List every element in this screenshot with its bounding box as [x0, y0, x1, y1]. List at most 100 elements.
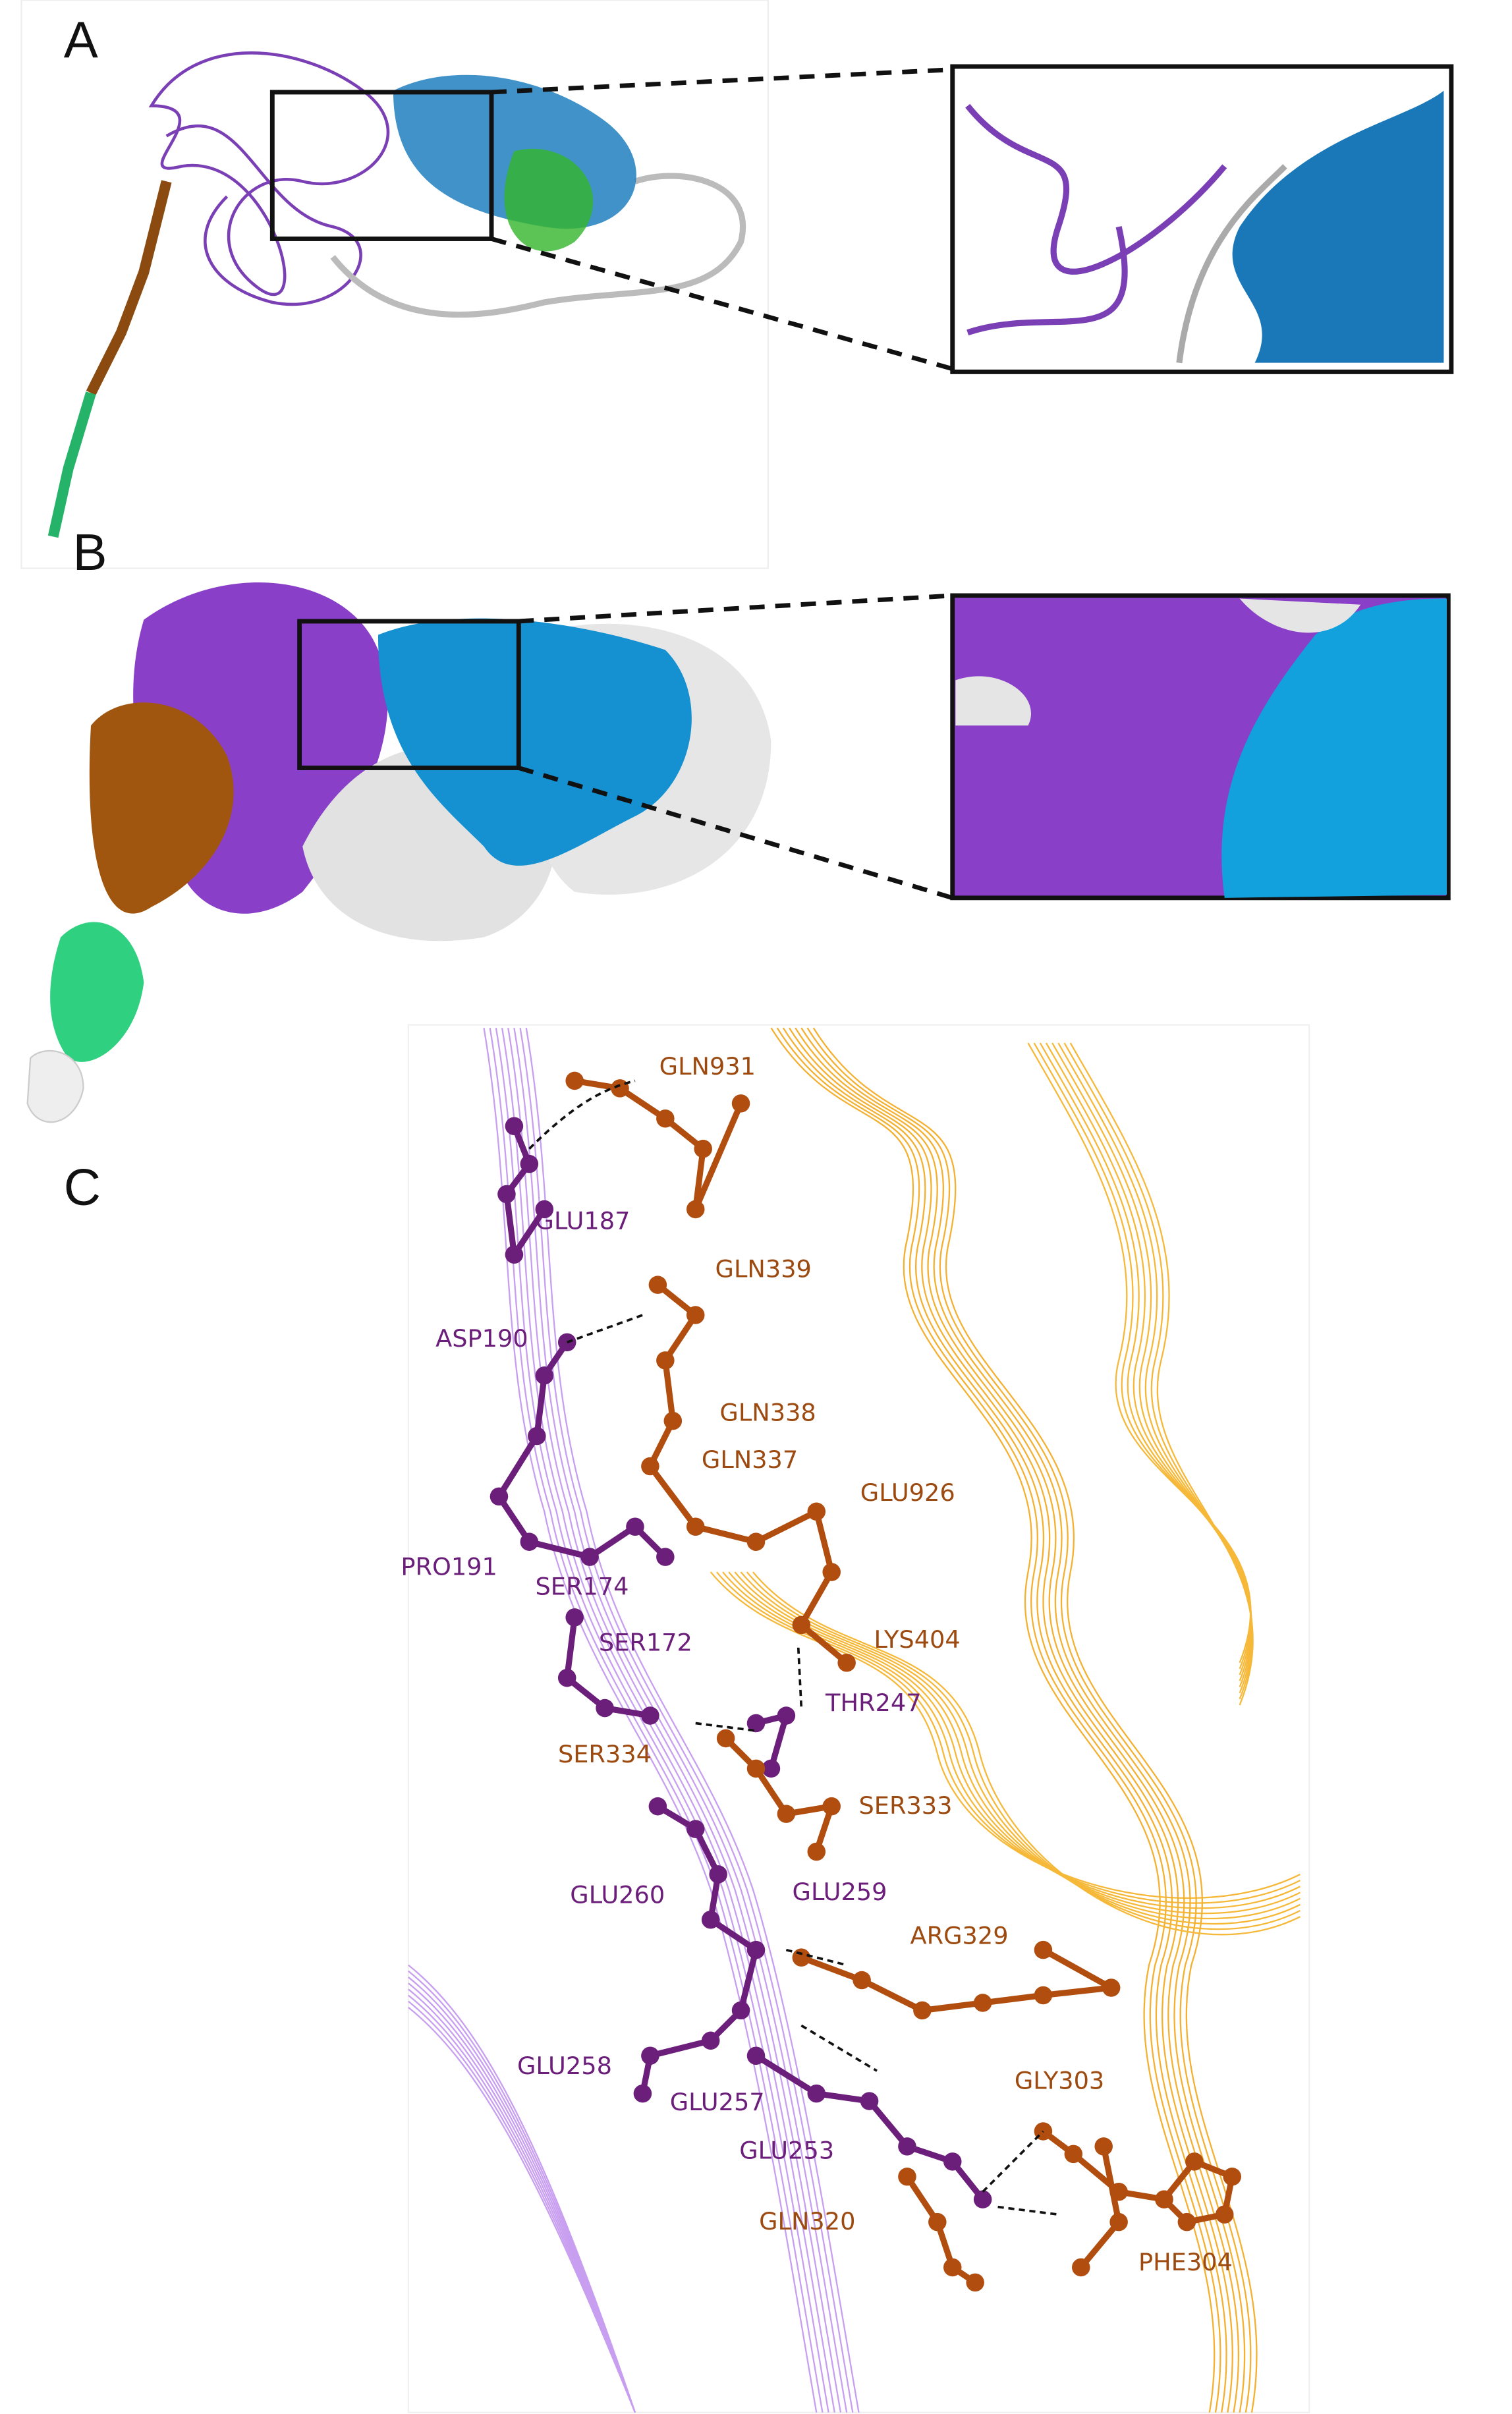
- atom: [641, 1457, 659, 1476]
- residue-label: ARG329: [910, 1921, 1009, 1950]
- residue-label: PRO191: [401, 1553, 497, 1581]
- atom: [1185, 2152, 1204, 2171]
- atom: [1094, 2137, 1113, 2156]
- ribbon-orange: [770, 1027, 1216, 2413]
- atom: [709, 1865, 727, 1884]
- surface-white: [26, 1050, 84, 1123]
- ribbon-orange: [776, 1027, 1221, 2413]
- atom: [1072, 2258, 1090, 2277]
- residue-label: GLN931: [659, 1052, 756, 1081]
- residue-label: GLU259: [793, 1878, 887, 1906]
- atom: [535, 1200, 554, 1219]
- atom: [656, 1109, 675, 1128]
- panel-c: C GLN931 GLU187 GLN339 ASP190 GLN338 GLN…: [64, 1024, 1310, 2413]
- inset-surface-blue: [1221, 598, 1447, 898]
- ribbon-purple: [519, 1027, 854, 2413]
- ribbon-purple: [408, 1982, 636, 2413]
- residue-label: SER172: [599, 1628, 692, 1656]
- ribbon-gray: [330, 173, 746, 318]
- ribbon-purple: [525, 1027, 860, 2413]
- atom: [746, 1759, 766, 1778]
- atom: [1034, 1940, 1053, 1959]
- atom: [686, 1820, 705, 1838]
- residue-label: GLN337: [702, 1446, 798, 1474]
- atom: [777, 1706, 796, 1725]
- panel-label: C: [64, 1158, 101, 1216]
- ribbon-purple: [408, 1970, 636, 2413]
- ribbon-purple: [408, 2006, 636, 2413]
- atom: [898, 2137, 916, 2156]
- atom: [822, 1563, 841, 1581]
- residue-label: LYS404: [874, 1625, 960, 1654]
- atom: [807, 1842, 826, 1861]
- residue-label: GLN338: [719, 1399, 816, 1427]
- zoom-box: [269, 90, 494, 241]
- ribbon-purple: [408, 1994, 636, 2413]
- residue-label: GLU258: [517, 2052, 612, 2080]
- surface-blue: [378, 618, 692, 866]
- ribbon-purple: [148, 51, 390, 296]
- atom: [648, 1797, 667, 1816]
- atom: [943, 2152, 962, 2171]
- atom: [860, 2092, 879, 2110]
- atom: [497, 1185, 516, 1204]
- atom: [973, 2190, 992, 2208]
- helix-green: [47, 391, 96, 538]
- ribbon-purple: [408, 1977, 636, 2413]
- atom: [580, 1548, 599, 1566]
- ribbon-orange: [752, 1042, 1301, 1936]
- inset-ribbon-purple: [965, 103, 1227, 336]
- atom: [641, 2046, 659, 2065]
- atom: [490, 1487, 509, 1506]
- atom: [641, 1706, 659, 1725]
- atom: [1215, 2205, 1234, 2224]
- atom: [626, 1517, 644, 1536]
- atom: [694, 1139, 712, 1158]
- zoom-line: [518, 593, 953, 624]
- residue-label: GLY303: [1015, 2067, 1104, 2095]
- surface-green: [50, 922, 144, 1062]
- atom: [505, 1117, 524, 1136]
- ribbon-purple: [408, 1964, 636, 2413]
- atom: [746, 2046, 766, 2065]
- atom: [731, 1094, 750, 1113]
- atom: [663, 1411, 683, 1430]
- atom: [898, 2168, 916, 2186]
- panel-label: B: [72, 523, 107, 581]
- atom: [973, 1994, 992, 2012]
- panel-a: A: [20, 0, 1454, 569]
- residue-label: GLU253: [739, 2136, 834, 2164]
- residue-labels: GLN931 GLU187 GLN339 ASP190 GLN338 GLN33…: [401, 1052, 1233, 2276]
- atom: [928, 2212, 947, 2232]
- atom: [943, 2258, 962, 2277]
- inset-ribbon-gray: [1176, 164, 1287, 364]
- atom: [777, 1805, 796, 1823]
- residue-label: SER334: [558, 1740, 652, 1768]
- ribbon-purple: [408, 1988, 636, 2413]
- atom: [913, 2001, 932, 2020]
- atom: [557, 1668, 576, 1687]
- atom: [746, 1940, 766, 1959]
- atom: [746, 1532, 766, 1551]
- atom: [731, 2001, 750, 2020]
- residue-label: ASP190: [435, 1324, 528, 1353]
- residue-label: SER174: [536, 1572, 629, 1600]
- inset-domain-blue: [1232, 90, 1444, 363]
- atom: [746, 1714, 766, 1733]
- ribbon-orange: [806, 1027, 1252, 2413]
- atom: [686, 1517, 705, 1536]
- sticks: [490, 1071, 1241, 2292]
- residue-label: PHE304: [1138, 2248, 1233, 2276]
- atom: [1064, 2145, 1083, 2164]
- atom: [656, 1548, 675, 1566]
- ribbon-orange: [795, 1027, 1240, 2413]
- atom: [966, 2273, 984, 2292]
- ribbon-purple: [165, 124, 362, 306]
- residue-label: GLU257: [670, 2088, 765, 2116]
- residue-label: GLN339: [715, 1255, 812, 1283]
- bond: [905, 2175, 977, 2286]
- atom: [656, 1351, 675, 1370]
- atom: [565, 1608, 584, 1627]
